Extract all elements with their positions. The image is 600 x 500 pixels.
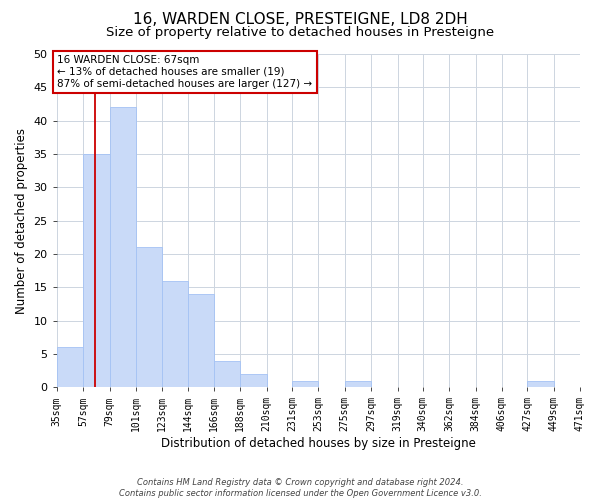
Text: 16, WARDEN CLOSE, PRESTEIGNE, LD8 2DH: 16, WARDEN CLOSE, PRESTEIGNE, LD8 2DH [133,12,467,28]
Bar [345,380,371,387]
Bar [83,154,110,387]
Bar [292,380,319,387]
Text: 16 WARDEN CLOSE: 67sqm
← 13% of detached houses are smaller (19)
87% of semi-det: 16 WARDEN CLOSE: 67sqm ← 13% of detached… [58,56,313,88]
Bar [57,347,83,387]
Bar [527,380,554,387]
Text: Contains HM Land Registry data © Crown copyright and database right 2024.
Contai: Contains HM Land Registry data © Crown c… [119,478,481,498]
Bar [241,374,267,387]
Bar [110,108,136,387]
Text: Size of property relative to detached houses in Presteigne: Size of property relative to detached ho… [106,26,494,39]
Y-axis label: Number of detached properties: Number of detached properties [15,128,28,314]
Bar [163,280,188,387]
Bar [136,247,163,387]
Bar [214,360,241,387]
X-axis label: Distribution of detached houses by size in Presteigne: Distribution of detached houses by size … [161,437,476,450]
Bar [188,294,214,387]
